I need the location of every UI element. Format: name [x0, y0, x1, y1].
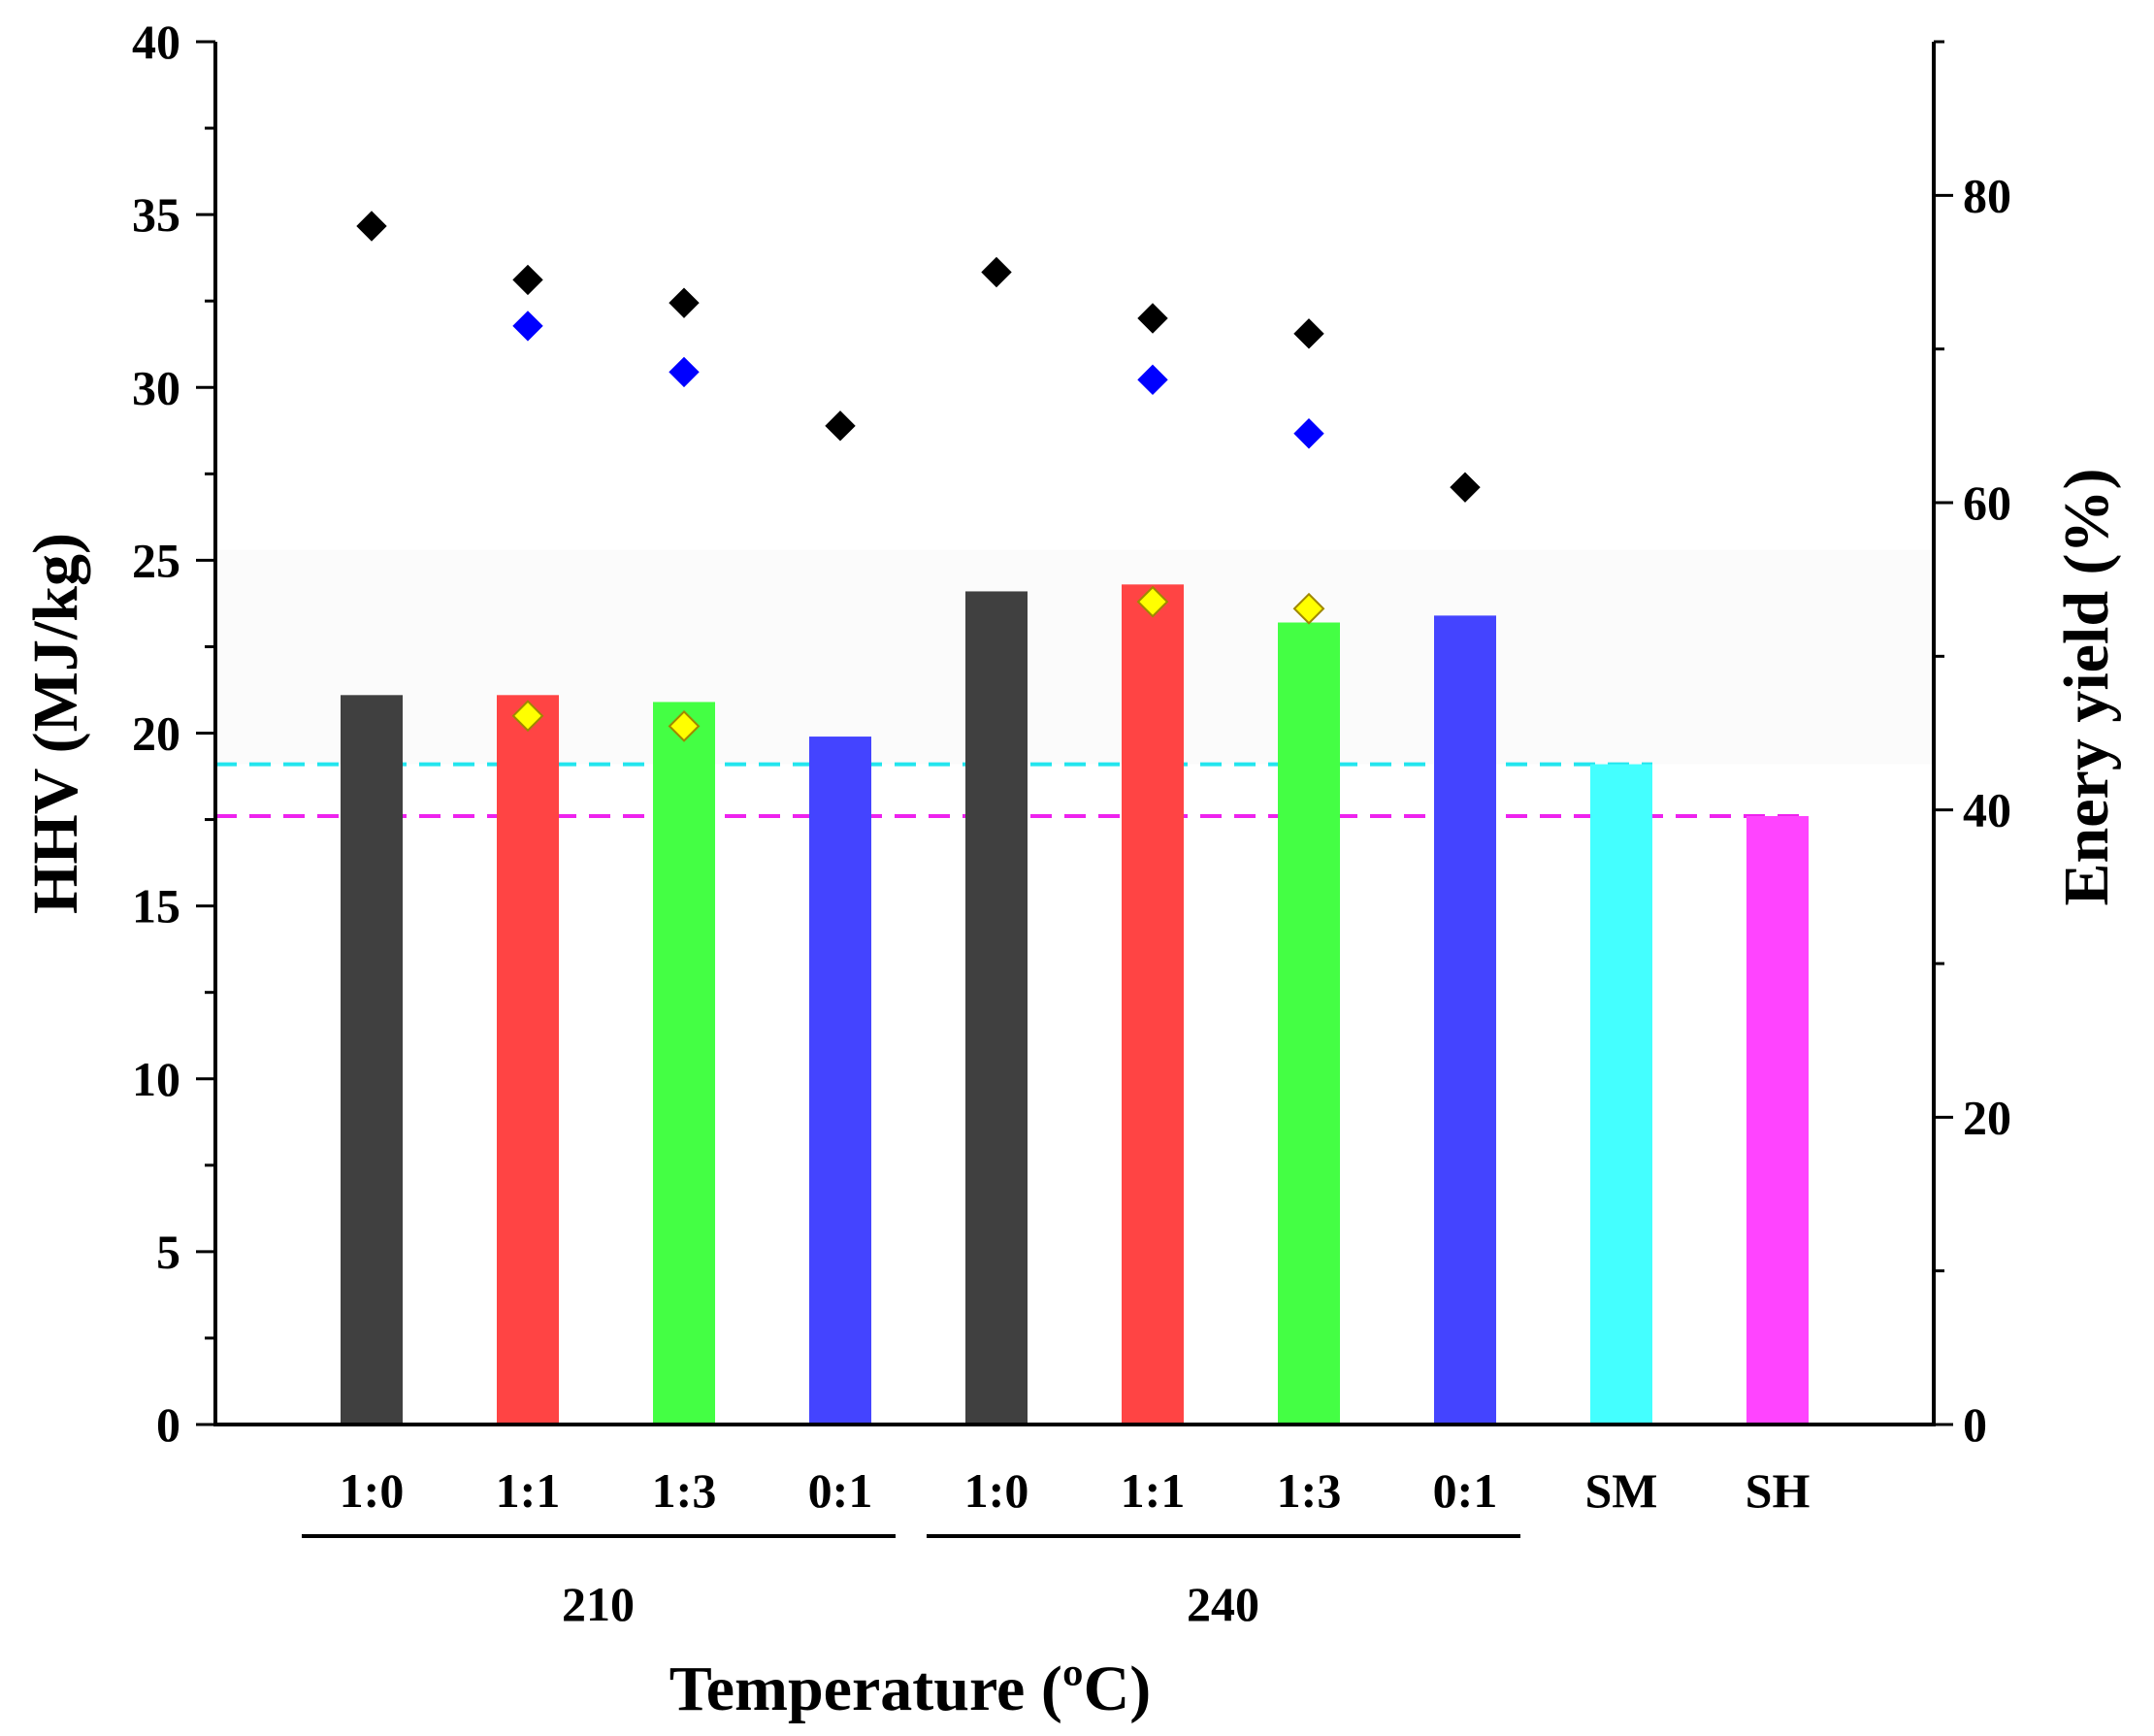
labels: 0 5 10 15 20 25 30 35 40 0 20 40 60 80 1:0 1:1 1:3 0:1 1:0…: [20, 15, 2122, 1724]
point-s2-2: [668, 709, 701, 742]
category-label: SM: [1585, 1463, 1658, 1518]
left-tick-label: 30: [132, 360, 180, 414]
point-s3-7: [1450, 472, 1481, 503]
point-s0-4: [981, 256, 1012, 288]
category-label: 0:1: [808, 1463, 873, 1518]
group-label: 240: [1187, 1577, 1259, 1631]
category-label: 1:0: [340, 1463, 405, 1518]
point-s2-5: [1136, 585, 1169, 618]
category-label: 1:1: [1121, 1463, 1186, 1518]
point-s2-6: [1292, 592, 1325, 625]
right-tick-label: 20: [1963, 1090, 2011, 1144]
bar-0: [341, 695, 403, 1425]
left-tick-label: 0: [156, 1397, 180, 1452]
bar-3: [809, 737, 871, 1425]
category-label: 1:3: [652, 1463, 717, 1518]
axes: [196, 40, 1953, 1538]
point-s1-6: [1293, 418, 1324, 449]
bar-9: [1746, 816, 1809, 1425]
point-s0-2: [669, 287, 700, 318]
bar-4: [965, 591, 1028, 1425]
bars: [341, 584, 1809, 1425]
bar-5: [1122, 584, 1184, 1425]
right-tick-label: 60: [1963, 475, 2011, 530]
category-label: 1:3: [1277, 1463, 1342, 1518]
point-s1-5: [1137, 364, 1168, 396]
category-label: 0:1: [1433, 1463, 1498, 1518]
reference-lines: [215, 549, 1934, 818]
point-s0-5: [1137, 303, 1168, 334]
category-label: 1:1: [496, 1463, 561, 1518]
left-tick-label: 10: [132, 1052, 180, 1106]
bar-6: [1278, 622, 1340, 1425]
category-label: 1:0: [964, 1463, 1029, 1518]
left-tick-label: 25: [132, 533, 180, 587]
right-axis-title: Enery yield (%): [2051, 469, 2122, 906]
category-label: SH: [1746, 1463, 1811, 1518]
left-tick-label: 35: [132, 187, 180, 242]
background-band: [215, 549, 1934, 765]
bar-2: [653, 702, 715, 1425]
point-s0-1: [512, 264, 543, 296]
left-tick-label: 40: [132, 15, 180, 69]
point-s1-1: [512, 311, 543, 342]
left-tick-label: 5: [156, 1225, 180, 1279]
group-label: 210: [562, 1577, 635, 1631]
x-axis-title: Temperature (ºC): [669, 1654, 1152, 1724]
left-tick-label: 20: [132, 706, 180, 761]
point-s2-1: [511, 700, 544, 733]
left-tick-label: 15: [132, 879, 180, 934]
right-tick-label: 0: [1963, 1397, 1987, 1452]
bar-8: [1590, 764, 1652, 1425]
point-s0-3: [825, 410, 856, 442]
scatter-points: [356, 211, 1481, 742]
right-tick-label: 40: [1963, 783, 2011, 837]
point-s1-2: [669, 356, 700, 388]
point-s0-0: [356, 211, 387, 242]
right-tick-label: 80: [1963, 168, 2011, 222]
bar-7: [1434, 615, 1496, 1425]
left-axis-title: HHV (MJ/kg): [20, 533, 91, 914]
bar-1: [497, 695, 559, 1425]
point-s0-6: [1293, 318, 1324, 349]
